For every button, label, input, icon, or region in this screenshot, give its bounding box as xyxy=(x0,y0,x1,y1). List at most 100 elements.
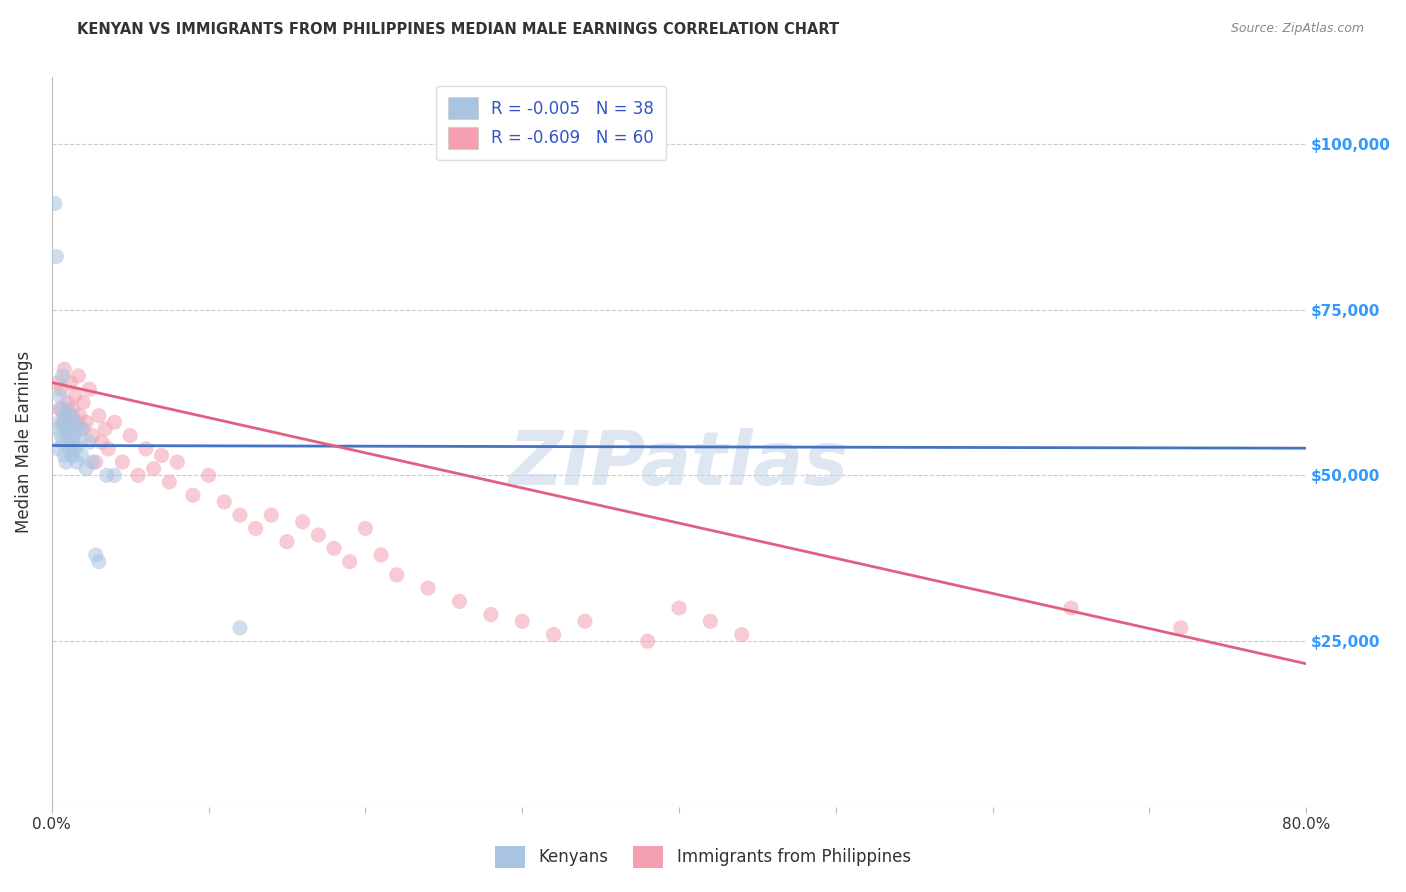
Point xyxy=(55,455,77,469)
Point xyxy=(339,555,361,569)
Point xyxy=(53,409,76,423)
Point xyxy=(48,402,70,417)
Point xyxy=(69,435,91,450)
Point xyxy=(45,250,67,264)
Point xyxy=(94,422,117,436)
Point xyxy=(229,621,252,635)
Point xyxy=(276,534,298,549)
Point xyxy=(370,548,392,562)
Point xyxy=(56,428,79,442)
Point xyxy=(120,428,142,442)
Text: Source: ZipAtlas.com: Source: ZipAtlas.com xyxy=(1230,22,1364,36)
Point xyxy=(142,461,165,475)
Point xyxy=(59,376,82,390)
Point xyxy=(72,422,94,436)
Point xyxy=(52,368,75,383)
Point xyxy=(46,376,69,390)
Point xyxy=(72,395,94,409)
Point xyxy=(79,382,101,396)
Point xyxy=(55,422,77,436)
Point xyxy=(90,435,112,450)
Point xyxy=(637,634,659,648)
Point xyxy=(67,368,90,383)
Point xyxy=(48,389,70,403)
Point xyxy=(307,528,329,542)
Point xyxy=(46,442,69,456)
Point xyxy=(58,409,80,423)
Point xyxy=(84,455,107,469)
Point xyxy=(323,541,346,556)
Point xyxy=(668,601,690,615)
Point xyxy=(49,402,72,417)
Point xyxy=(260,508,283,523)
Point xyxy=(62,428,84,442)
Point xyxy=(58,415,80,429)
Point xyxy=(103,468,125,483)
Point xyxy=(67,422,90,436)
Point xyxy=(65,389,87,403)
Point xyxy=(96,468,118,483)
Point xyxy=(416,581,439,595)
Point xyxy=(59,422,82,436)
Point xyxy=(70,422,93,436)
Point xyxy=(53,362,76,376)
Point xyxy=(69,409,91,423)
Point xyxy=(385,567,408,582)
Point xyxy=(44,196,66,211)
Point xyxy=(52,435,75,450)
Point xyxy=(1060,601,1083,615)
Point xyxy=(66,455,89,469)
Point xyxy=(60,409,83,423)
Point xyxy=(127,468,149,483)
Point xyxy=(60,449,83,463)
Point xyxy=(79,435,101,450)
Text: ZIPatlas: ZIPatlas xyxy=(509,427,849,500)
Point xyxy=(543,627,565,641)
Point xyxy=(59,442,82,456)
Point xyxy=(82,428,104,442)
Point xyxy=(103,415,125,429)
Point xyxy=(291,515,314,529)
Point xyxy=(150,449,173,463)
Point xyxy=(574,615,596,629)
Point xyxy=(70,449,93,463)
Point xyxy=(449,594,471,608)
Point xyxy=(181,488,204,502)
Point xyxy=(699,615,721,629)
Point xyxy=(48,415,70,429)
Point xyxy=(75,415,97,429)
Point xyxy=(111,455,134,469)
Text: KENYAN VS IMMIGRANTS FROM PHILIPPINES MEDIAN MALE EARNINGS CORRELATION CHART: KENYAN VS IMMIGRANTS FROM PHILIPPINES ME… xyxy=(77,22,839,37)
Point xyxy=(157,475,180,489)
Point xyxy=(49,382,72,396)
Point xyxy=(212,495,235,509)
Point xyxy=(82,455,104,469)
Point xyxy=(55,422,77,436)
Point xyxy=(166,455,188,469)
Legend: Kenyans, Immigrants from Philippines: Kenyans, Immigrants from Philippines xyxy=(484,834,922,880)
Point xyxy=(46,422,69,436)
Point xyxy=(52,415,75,429)
Point xyxy=(245,521,267,535)
Point xyxy=(87,555,110,569)
Point xyxy=(65,415,87,429)
Point xyxy=(66,415,89,429)
Point xyxy=(510,615,533,629)
Point xyxy=(53,449,76,463)
Point xyxy=(58,435,80,450)
Point xyxy=(49,428,72,442)
Point xyxy=(56,402,79,417)
Point xyxy=(479,607,502,622)
Point xyxy=(87,409,110,423)
Legend: R = -0.005   N = 38, R = -0.609   N = 60: R = -0.005 N = 38, R = -0.609 N = 60 xyxy=(436,86,666,161)
Point xyxy=(97,442,120,456)
Point xyxy=(197,468,219,483)
Point xyxy=(229,508,252,523)
Point xyxy=(56,395,79,409)
Point xyxy=(60,402,83,417)
Point xyxy=(62,435,84,450)
Point xyxy=(354,521,377,535)
Point xyxy=(731,627,754,641)
Point xyxy=(84,548,107,562)
Point xyxy=(65,442,87,456)
